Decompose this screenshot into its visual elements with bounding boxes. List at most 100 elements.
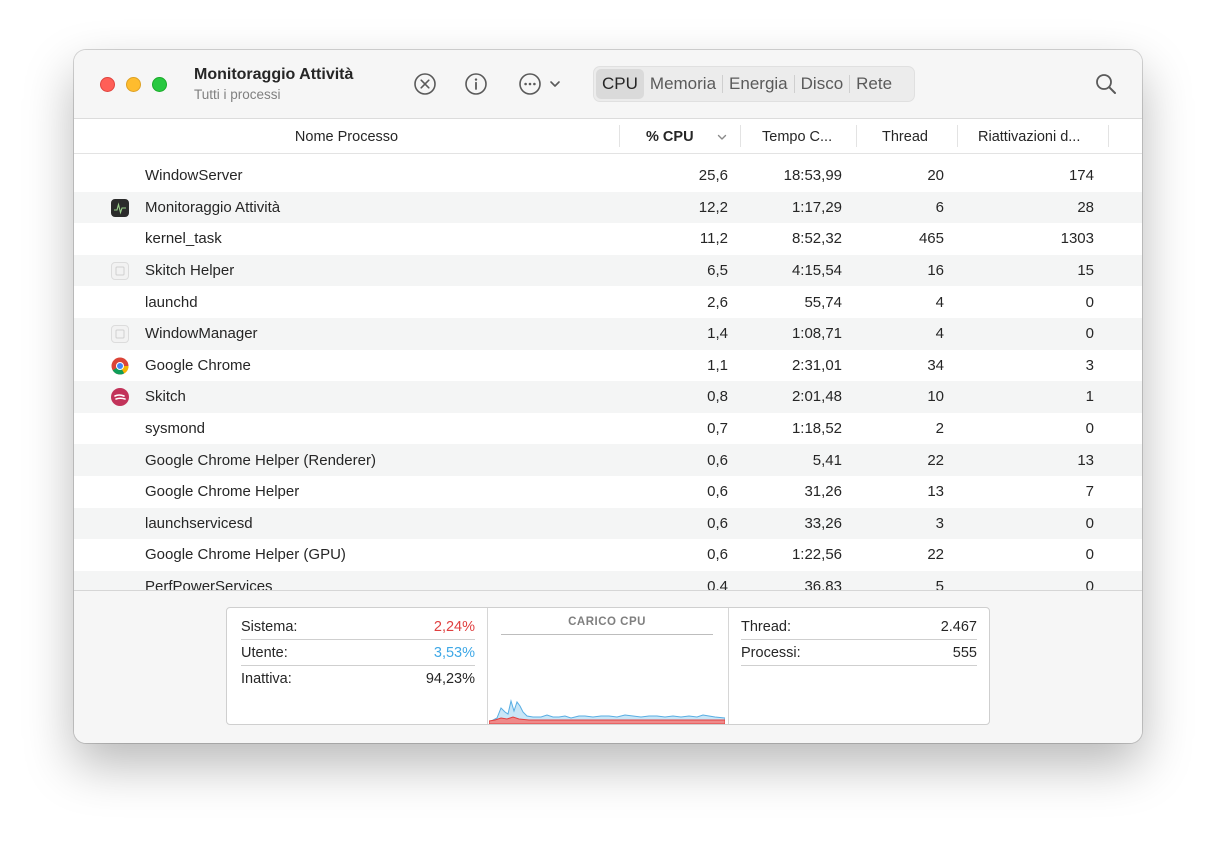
column-cpu-label: % CPU [646, 128, 694, 145]
process-cpu-time: 1:22,56 [791, 546, 842, 564]
user-label: Utente: [241, 644, 288, 661]
ellipsis-circle-icon [519, 73, 541, 95]
close-window-button[interactable] [100, 77, 115, 92]
process-wakeups: 1303 [1060, 230, 1094, 248]
minimize-window-button[interactable] [126, 77, 141, 92]
column-cpu[interactable]: % CPU [646, 119, 728, 154]
processes-label: Processi: [741, 644, 801, 661]
process-threads: 20 [927, 167, 944, 185]
generic-app-icon [111, 261, 129, 280]
table-row[interactable]: Google Chrome Helper 0,6 31,26 13 7 [74, 476, 1142, 508]
system-label: Sistema: [241, 618, 298, 635]
table-row[interactable]: Google Chrome 1,1 2:31,01 34 3 [74, 350, 1142, 382]
table-row[interactable]: Google Chrome Helper (Renderer) 0,6 5,41… [74, 444, 1142, 476]
process-name: WindowServer [145, 167, 243, 185]
process-cpu: 0,6 [707, 483, 728, 501]
process-cpu-time: 36,83 [804, 578, 842, 590]
process-cpu-time: 1:17,29 [791, 198, 842, 216]
process-wakeups: 0 [1085, 578, 1094, 590]
inspect-process-button[interactable] [463, 71, 489, 97]
chrome-icon [111, 357, 129, 375]
process-cpu-time: 31,26 [804, 483, 842, 501]
table-row[interactable]: Skitch Helper 6,5 4:15,54 16 15 [74, 254, 1142, 287]
column-divider[interactable] [1108, 125, 1109, 147]
table-row[interactable]: WindowManager 1,4 1:08,71 4 0 [74, 318, 1142, 350]
cpu-load-title: CARICO CPU [501, 616, 713, 635]
process-cpu-time: 33,26 [804, 514, 842, 532]
activity-monitor-window: Monitoraggio Attività Tutti i processi [74, 50, 1142, 743]
process-wakeups: 0 [1085, 293, 1094, 311]
table-row[interactable]: launchd 2,6 55,74 4 0 [74, 286, 1142, 318]
processes-stat: Processi: 555 [741, 640, 977, 666]
column-divider[interactable] [619, 125, 620, 147]
process-threads: 22 [927, 451, 944, 469]
process-name: Google Chrome Helper (GPU) [145, 546, 346, 564]
table-row[interactable]: Monitoraggio Attività 12,2 1:17,29 6 28 [74, 191, 1142, 224]
window-subtitle[interactable]: Tutti i processi [194, 87, 281, 102]
column-divider[interactable] [740, 125, 741, 147]
summary-panel: Sistema: 2,24% Utente: 3,53% Inattiva: 9… [226, 607, 990, 725]
process-wakeups: 7 [1085, 483, 1094, 501]
threads-stat: Thread: 2.467 [741, 614, 977, 640]
process-threads: 2 [935, 420, 944, 438]
process-threads: 10 [927, 388, 944, 406]
tab-cpu[interactable]: CPU [596, 69, 644, 99]
table-row[interactable]: Skitch 0,8 2:01,48 10 1 [74, 381, 1142, 413]
column-divider[interactable] [856, 125, 857, 147]
tab-energia[interactable]: Energia [729, 74, 788, 93]
table-row[interactable]: launchservicesd 0,6 33,26 3 0 [74, 507, 1142, 540]
process-wakeups: 0 [1085, 546, 1094, 564]
tab-memoria[interactable]: Memoria [649, 74, 717, 93]
cpu-load-graph [489, 699, 725, 724]
process-cpu: 0,4 [707, 578, 728, 590]
process-threads: 13 [927, 483, 944, 501]
tab-divider [722, 75, 724, 93]
process-threads: 34 [927, 356, 944, 374]
process-threads: 6 [935, 198, 944, 216]
column-process-name[interactable]: Nome Processo [294, 128, 399, 145]
stop-icon [414, 73, 436, 95]
column-header: Nome Processo % CPU Tempo C... Thread Ri… [74, 119, 1142, 154]
process-threads: 22 [927, 546, 944, 564]
process-cpu-time: 1:18,52 [791, 420, 842, 438]
column-cpu-time[interactable]: Tempo C... [762, 128, 833, 145]
process-name: launchservicesd [145, 514, 253, 532]
pane-divider [728, 608, 729, 724]
search-button[interactable] [1094, 72, 1118, 96]
column-threads[interactable]: Thread [882, 128, 928, 145]
process-cpu-time: 2:01,48 [791, 388, 842, 406]
process-cpu: 11,2 [699, 230, 728, 248]
process-cpu: 2,6 [707, 293, 728, 311]
tab-divider [849, 75, 851, 93]
chevron-down-icon [550, 81, 560, 87]
process-cpu: 0,6 [707, 514, 728, 532]
column-divider[interactable] [957, 125, 958, 147]
table-row[interactable]: kernel_task 11,2 8:52,32 465 1303 [74, 223, 1142, 255]
more-actions-menu[interactable] [516, 71, 564, 97]
tab-divider [793, 75, 795, 93]
process-wakeups: 13 [1077, 451, 1094, 469]
process-cpu: 1,4 [707, 325, 728, 343]
table-row[interactable]: WindowServer 25,6 18:53,99 20 174 [74, 160, 1142, 192]
column-wakeups[interactable]: Riattivazioni d... [978, 128, 1081, 145]
stop-process-button[interactable] [412, 71, 438, 97]
user-stat: Utente: 3,53% [241, 640, 475, 666]
threads-label: Thread: [741, 618, 791, 635]
process-wakeups: 1 [1085, 388, 1094, 406]
table-row[interactable]: PerfPowerServices 0,4 36,83 5 0 [74, 570, 1142, 590]
tab-disco[interactable]: Disco [800, 74, 844, 93]
table-row[interactable]: Google Chrome Helper (GPU) 0,6 1:22,56 2… [74, 539, 1142, 571]
process-table: WindowServer 25,6 18:53,99 20 174 Monito… [74, 160, 1142, 590]
process-name: sysmond [145, 420, 206, 438]
maximize-window-button[interactable] [152, 77, 167, 92]
process-name: kernel_task [145, 230, 222, 248]
table-row[interactable]: sysmond 0,7 1:18,52 2 0 [74, 413, 1142, 445]
process-cpu: 12,2 [698, 198, 728, 216]
system-stat: Sistema: 2,24% [241, 614, 475, 640]
process-cpu-time: 4:15,54 [791, 262, 842, 280]
process-name: Monitoraggio Attività [145, 198, 281, 216]
process-name: WindowManager [145, 325, 258, 343]
window-title: Monitoraggio Attività [194, 66, 354, 83]
tab-rete[interactable]: Rete [856, 74, 893, 93]
process-cpu: 25,6 [698, 167, 728, 185]
